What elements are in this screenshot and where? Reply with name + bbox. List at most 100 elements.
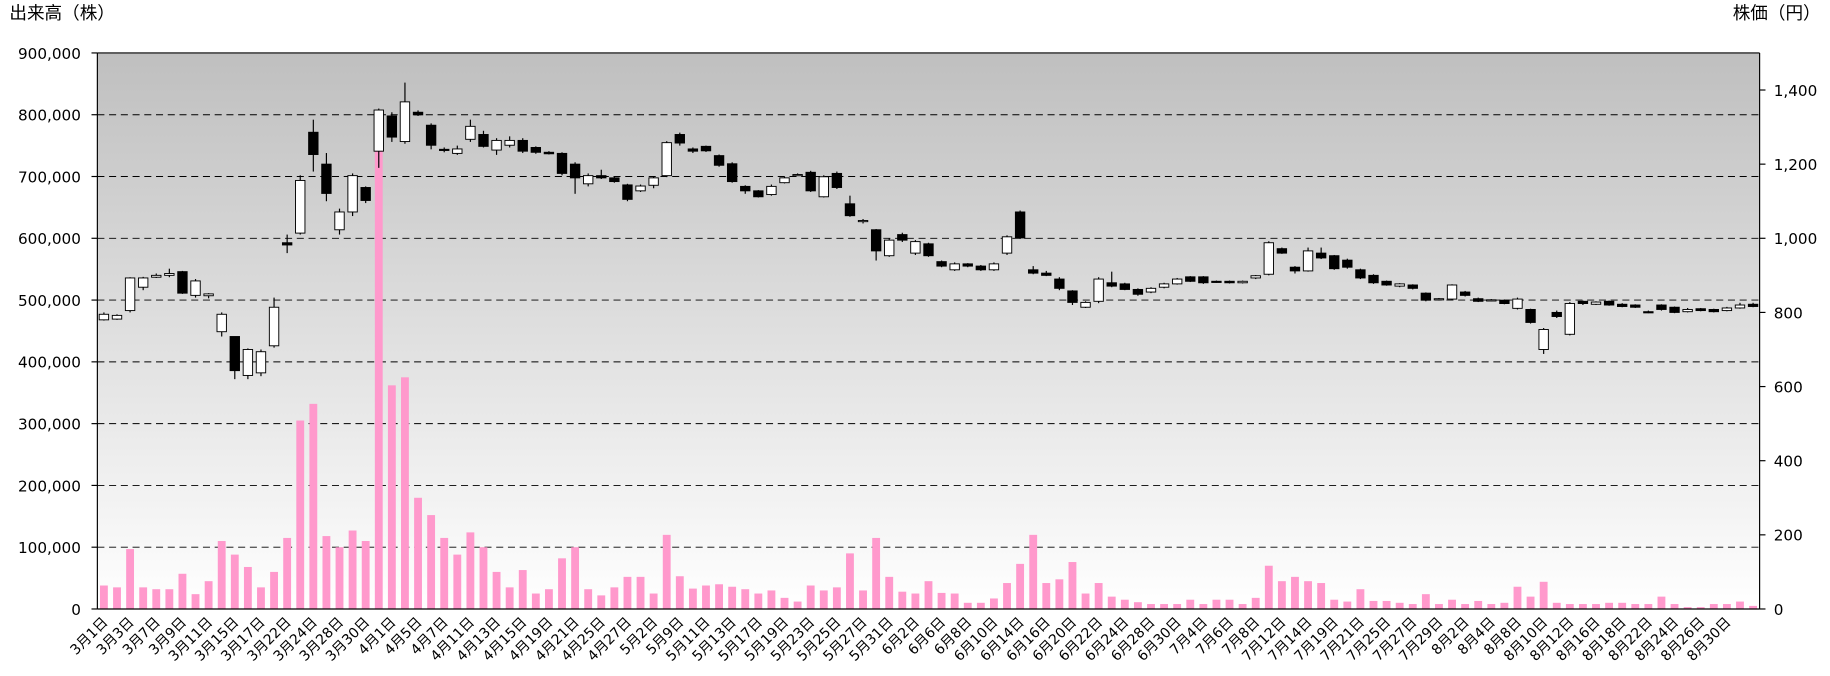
volume-bar [1722,604,1731,609]
volume-bar [1408,604,1417,609]
volume-bar [846,553,854,609]
volume-bar [440,537,449,609]
volume-bar [309,403,318,609]
candle-body [726,163,738,183]
volume-bar [374,150,383,609]
candle-body [1093,278,1104,302]
y2-tick-label: 1,200 [1774,156,1818,174]
volume-bar [1500,602,1509,609]
candle-body [1433,298,1445,301]
volume-bar [1068,562,1077,609]
volume-bar [898,591,907,609]
volume-bar [1592,604,1600,609]
volume-bar [1107,596,1116,609]
volume-bar [1435,604,1443,609]
candle-body [281,242,293,246]
candle-body [543,151,555,155]
candle-body [1564,303,1576,335]
volume-bar [662,534,671,609]
candle-body [1355,269,1366,279]
volume-bar [1461,604,1470,609]
candle-body [425,124,437,146]
volume-bar [976,602,985,609]
volume-bar [571,547,580,609]
volume-bar [270,571,278,609]
candle-body [1499,299,1510,304]
volume-bar [885,576,894,609]
candle-body [412,111,424,116]
candle-body [1276,248,1288,254]
volume-bar [518,570,527,609]
volume-bar [623,576,632,609]
y2-tick-label: 200 [1774,527,1803,545]
y2-tick-label: 1,000 [1774,230,1818,248]
candle-body [1119,283,1131,290]
candle-body [1669,306,1680,313]
candle-body [452,148,463,154]
volume-bar [348,530,357,609]
plot-area [97,52,1760,609]
volume-bar [1238,604,1247,609]
volume-bar [1055,579,1064,609]
volume-bar [243,566,252,609]
y-tick-label: 200,000 [18,477,81,495]
volume-bar [1120,599,1129,609]
candle-body [242,349,254,376]
candle-body [1041,272,1052,276]
volume-bar [1212,599,1221,609]
candle-body [151,274,162,278]
candle-body [1551,311,1562,317]
candle-body [713,155,725,166]
candle-body [962,263,973,267]
candle-body [1695,308,1706,312]
volume-bar [1264,565,1273,609]
volume-bar [1474,600,1483,609]
candle-body [700,145,712,152]
volume-bar [1133,602,1142,609]
candle-body [569,163,581,179]
volume-bar [217,541,226,609]
volume-bar [1160,604,1169,609]
candle-body [1459,291,1471,296]
volume-bar [702,585,710,609]
candle-body [1708,308,1719,313]
volume-bar [165,589,174,609]
volume-bar [950,593,959,609]
candle-body [334,211,345,231]
candle-body [779,177,790,184]
candle-body [386,115,398,138]
volume-bar [1343,601,1352,609]
y-tick-label: 900,000 [18,45,81,63]
volume-bar [1277,581,1286,609]
y-tick-label: 300,000 [18,416,81,434]
candle-body [229,336,240,372]
volume-bar [1291,576,1299,609]
candle-body [1446,284,1458,300]
y2-tick-label: 800 [1774,304,1803,322]
candle-body [124,277,136,312]
volume-bar [558,558,566,609]
volume-bar [414,497,422,609]
candle-body [399,101,411,143]
volume-bar [322,536,331,609]
y2-tick-label: 600 [1774,378,1803,396]
candle-body [674,134,685,144]
candle-body [792,174,803,177]
volume-bar [361,541,370,609]
volume-bar [1749,605,1757,609]
volume-bar [1042,583,1051,609]
candle-body [1617,303,1628,307]
candle-body [1368,274,1379,284]
candle-body [308,131,319,155]
volume-bar [911,593,920,609]
volume-bar [1631,604,1640,609]
candle-body [1014,211,1026,239]
volume-bar [191,594,200,609]
volume-bar [741,589,750,609]
volume-bar [1513,586,1522,609]
y-tick-label: 500,000 [18,292,81,310]
candle-body [1211,280,1222,283]
y-axis-title: 出来高（株） [9,4,114,24]
candle-body [295,179,306,234]
y-tick-label: 800,000 [18,107,81,125]
